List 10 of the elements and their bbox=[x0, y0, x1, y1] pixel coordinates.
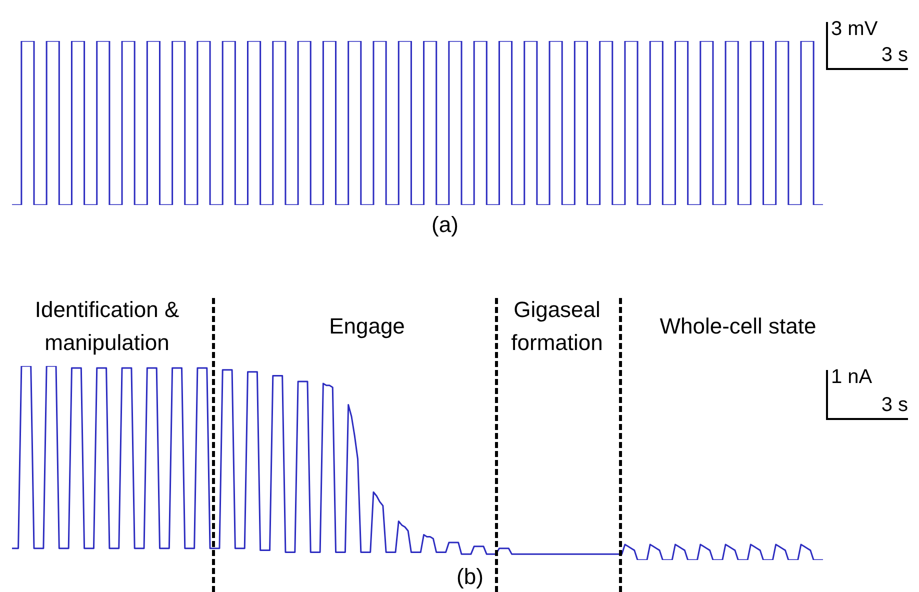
text: (a) bbox=[432, 212, 458, 238]
y-axis-title: 3 mV bbox=[831, 18, 878, 41]
text: Gigaseal formation bbox=[510, 296, 604, 357]
text: Engage bbox=[328, 312, 406, 340]
x-axis-title: 3 s bbox=[881, 44, 908, 67]
text: Identification & manipulation bbox=[34, 296, 180, 357]
text: (b) bbox=[456, 564, 484, 590]
x-axis-title: 3 s bbox=[881, 394, 908, 417]
y-axis-title: 1 nA bbox=[831, 366, 872, 389]
text: Whole-cell state bbox=[658, 312, 818, 340]
